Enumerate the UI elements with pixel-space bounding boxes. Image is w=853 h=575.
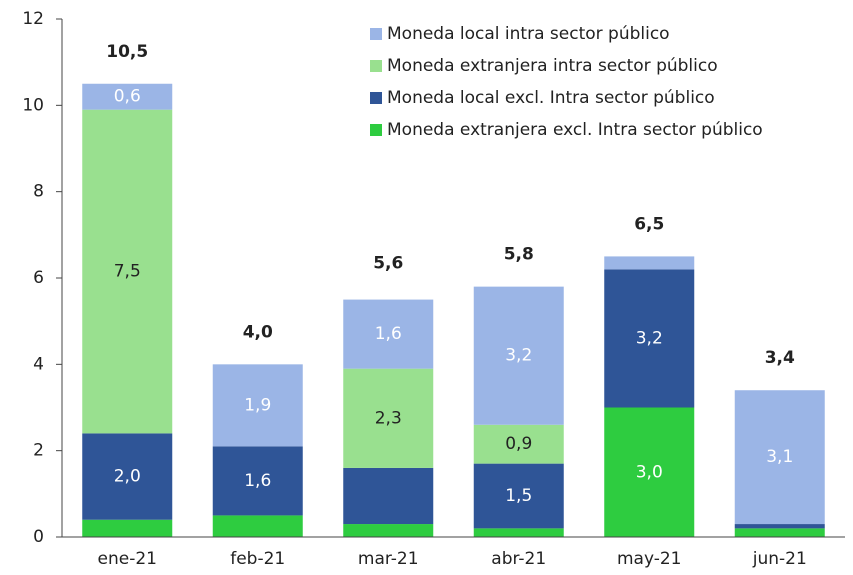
bar-segment — [343, 299, 434, 369]
total-label: 10,5 — [106, 42, 148, 62]
y-tick-label: 2 — [33, 441, 44, 461]
legend-label: Moneda extranjera excl. Intra sector púb… — [387, 120, 763, 140]
legend-swatch — [370, 92, 382, 104]
bar-segment — [343, 368, 434, 468]
x-tick-label: jun-21 — [752, 549, 807, 569]
segment-label: 1,6 — [375, 324, 402, 344]
segment-label: 3,2 — [505, 346, 532, 366]
segment-label: 3,0 — [636, 462, 663, 482]
legend-swatch — [370, 28, 382, 40]
bar-segment — [212, 364, 303, 447]
segment-label: 1,5 — [505, 486, 532, 506]
bar-segment — [473, 463, 564, 529]
segment-label: 0,6 — [114, 87, 141, 107]
legend-label: Moneda extranjera intra sector público — [387, 56, 718, 76]
bar-segment — [212, 515, 303, 537]
y-tick-label: 8 — [33, 182, 44, 202]
total-label: 5,6 — [373, 253, 403, 273]
bar-segment — [734, 524, 825, 529]
bar-segment — [604, 269, 695, 408]
x-tick-label: ene-21 — [98, 549, 157, 569]
y-tick-label: 12 — [22, 9, 44, 29]
bar-segment — [343, 524, 434, 537]
bar-segment — [604, 256, 695, 270]
y-tick-label: 0 — [33, 527, 44, 547]
segment-label: 2,0 — [114, 467, 141, 487]
total-label: 3,4 — [765, 348, 795, 368]
legend-label: Moneda local excl. Intra sector público — [387, 88, 715, 108]
bar-segment — [734, 528, 825, 537]
bar-segment — [604, 407, 695, 537]
total-label: 4,0 — [243, 322, 273, 342]
x-tick-label: mar-21 — [358, 549, 419, 569]
segment-label: 0,9 — [505, 434, 532, 454]
bar-segment — [82, 83, 173, 110]
bar-segment — [473, 424, 564, 464]
legend-swatch — [370, 124, 382, 136]
segment-label: 3,1 — [766, 447, 793, 467]
segment-label: 3,2 — [636, 328, 663, 348]
bar-segment — [734, 390, 825, 525]
y-tick-label: 10 — [22, 95, 44, 115]
bar-segment — [82, 433, 173, 520]
legend-label: Moneda local intra sector público — [387, 24, 670, 44]
bar-segment — [343, 467, 434, 525]
y-tick-label: 4 — [33, 354, 44, 374]
segment-label: 7,5 — [114, 262, 141, 282]
segment-label: 1,9 — [244, 395, 271, 415]
legend-swatch — [370, 60, 382, 72]
total-label: 5,8 — [504, 245, 534, 265]
segment-label: 1,6 — [244, 471, 271, 491]
bar-segment — [82, 109, 173, 434]
x-tick-label: feb-21 — [230, 549, 285, 569]
total-label: 6,5 — [634, 214, 664, 234]
x-tick-label: abr-21 — [491, 549, 546, 569]
bar-segment — [82, 519, 173, 537]
bar-segment — [212, 446, 303, 516]
bar-segment — [473, 528, 564, 537]
x-tick-label: may-21 — [617, 549, 682, 569]
y-tick-label: 6 — [33, 268, 44, 288]
bar-segment — [473, 286, 564, 425]
segment-label: 2,3 — [375, 408, 402, 428]
